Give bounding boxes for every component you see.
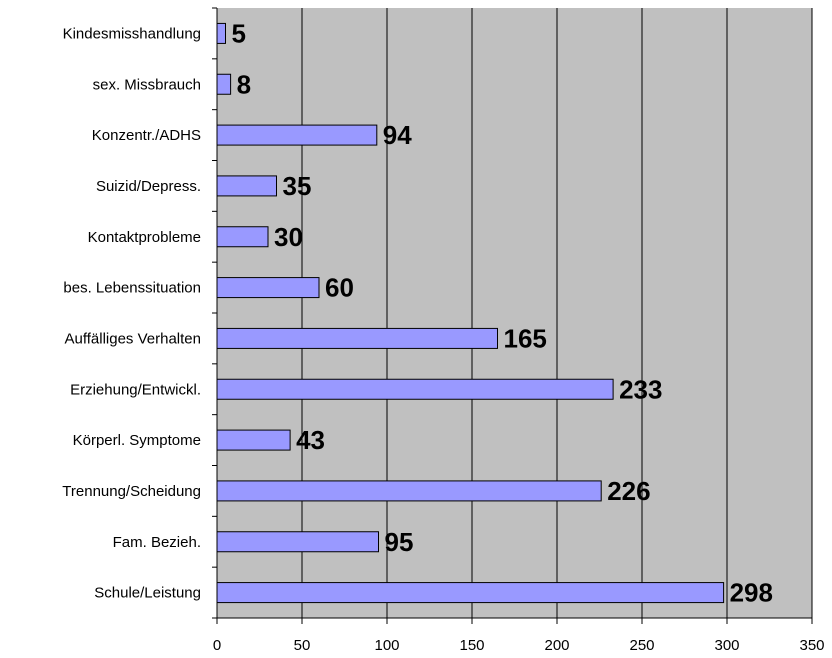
category-label: Fam. Bezieh. (113, 534, 201, 551)
data-label: 5 (232, 18, 246, 48)
category-label: Trennung/Scheidung (62, 483, 201, 500)
x-tick-label: 350 (799, 637, 824, 654)
bar (216, 124, 378, 146)
bar (216, 22, 226, 44)
category-label: Konzentr./ADHS (92, 127, 201, 144)
bar (216, 531, 379, 553)
bar (216, 480, 602, 502)
data-label: 226 (607, 476, 650, 506)
category-label: Erziehung/Entwickl. (70, 381, 201, 398)
data-label: 95 (385, 527, 414, 557)
category-label: bes. Lebenssituation (63, 280, 201, 297)
bar (216, 226, 269, 248)
bars (216, 22, 725, 604)
bar (216, 277, 320, 299)
data-label: 298 (730, 578, 773, 608)
data-label: 30 (274, 222, 303, 252)
x-tick-label: 0 (213, 637, 221, 654)
data-label: 94 (383, 120, 412, 150)
category-label: Kindesmisshandlung (63, 25, 201, 42)
bar (216, 429, 291, 451)
x-tick-label: 200 (544, 637, 569, 654)
x-tick-label: 100 (374, 637, 399, 654)
data-label: 165 (504, 323, 547, 353)
bar (216, 378, 614, 400)
category-label: sex. Missbrauch (93, 76, 201, 93)
data-label: 35 (283, 171, 312, 201)
category-label: Auffälliges Verhalten (65, 330, 202, 347)
tick-labels: 0 50 100 150 200 250 300 350 (213, 637, 825, 654)
x-tick-label: 250 (629, 637, 654, 654)
category-label: Suizid/Depress. (96, 178, 201, 195)
axes (212, 7, 813, 624)
category-labels: Kindesmisshandlung sex. Missbrauch Konzent… (62, 25, 201, 601)
data-label: 233 (619, 374, 662, 404)
x-tick-label: 300 (714, 637, 739, 654)
data-label: 43 (296, 425, 325, 455)
data-labels: 5 8 94 35 30 60 165 233 43 226 95 298 (232, 18, 773, 607)
x-tick-label: 150 (459, 637, 484, 654)
bar (216, 582, 725, 604)
bar (216, 73, 232, 95)
bar (216, 175, 277, 197)
category-label: Schule/Leistung (94, 585, 201, 602)
data-label: 60 (325, 273, 354, 303)
bar (216, 327, 498, 349)
category-label: Kontaktprobleme (88, 229, 201, 246)
category-label: Körperl. Symptome (73, 432, 201, 449)
plot-area (217, 8, 812, 618)
x-tick-label: 50 (294, 637, 311, 654)
gridlines (301, 8, 813, 618)
data-label: 8 (237, 69, 251, 99)
